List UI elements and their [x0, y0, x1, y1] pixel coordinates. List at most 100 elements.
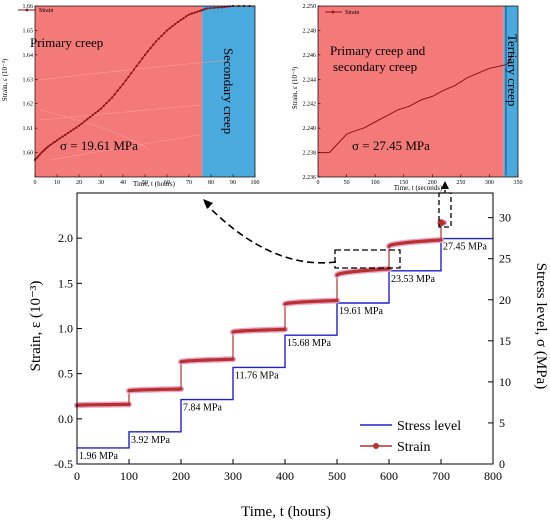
inset-strain-point: [35, 156, 38, 160]
inset-x-tick-label: 70: [186, 180, 192, 186]
inset-faint-trace: [39, 109, 151, 151]
strain-stage-line: [179, 357, 235, 364]
inset-strain-point: [121, 83, 125, 86]
inset-right-annotation: σ = 27.45 MPa: [352, 138, 430, 153]
inset-strain-point: [200, 9, 203, 12]
inset-strain-point: [66, 131, 70, 135]
inset-right-strain-line: [318, 52, 513, 154]
inset-strain-point: [99, 107, 103, 110]
inset-x-tick-label: 50: [344, 180, 350, 186]
inset-left-ylabel: Strain, ε (10⁻³): [1, 58, 9, 101]
inset-x-tick-label: 10: [54, 180, 60, 186]
inset-strain-point: [53, 140, 56, 143]
inset-y-tick-label: 1.60: [23, 151, 34, 157]
main-x-tick-label: 600: [380, 469, 398, 483]
inset-strain-point: [138, 61, 141, 64]
zoom-arrow-right-head: [441, 181, 449, 189]
inset-left-y-ticks: 1.60 1.61 1.62 1.63 1.64 1.65 1.66: [23, 4, 38, 157]
inset-x-tick-label: 30: [98, 180, 104, 186]
stress-step-label: 11.76 MPa: [235, 370, 279, 381]
inset-strain-point: [116, 89, 119, 92]
inset-x-tick-label: 150: [399, 180, 408, 186]
inset-strain-point: [113, 93, 116, 96]
inset-strain-point: [75, 126, 78, 129]
inset-strain-point: [223, 5, 226, 9]
inset-y-tick-label: 2.238: [303, 151, 317, 157]
zoom-arrow-left-head: [203, 199, 213, 209]
inset-strain-point: [217, 6, 220, 9]
inset-y-tick-label: 1.63: [23, 77, 34, 83]
stress-step-labels: 1.96 MPa 3.92 MPa 7.84 MPa 11.76 MPa 15.68 M…: [79, 242, 487, 462]
inset-strain-point: [135, 64, 138, 67]
inset-strain-point: [43, 148, 47, 151]
legend-label-stress: Stress level: [397, 419, 461, 434]
inset-strain-point: [83, 120, 86, 123]
inset-strain-point: [119, 86, 122, 89]
inset-x-tick-label: 50: [142, 180, 148, 186]
inset-x-tick-label: 0: [317, 180, 320, 186]
inset-x-tick-label: 20: [76, 180, 82, 186]
inset-y-tick-label: 1.61: [23, 126, 34, 132]
strain-stage-line: [231, 327, 287, 334]
inset-strain-point: [108, 99, 111, 102]
inset-strain-point: [102, 104, 105, 107]
inset-right-y-ticks: 2.236 2.238 2.240 2.242 2.244 2.246 2.248 2.250: [303, 4, 321, 181]
main-right-y-tick-label: 30: [499, 211, 511, 225]
inset-strain-point: [202, 8, 205, 11]
inset-strain-point: [154, 40, 158, 43]
main-left-ylabel: Strain, ε (10⁻³): [28, 281, 44, 372]
main-left-y-tick-label: 2.0: [58, 231, 73, 245]
inset-y-tick-label: 2.246: [303, 53, 317, 59]
strain-stage-line: [387, 238, 443, 248]
inset-strain-point: [176, 20, 180, 23]
zoom-box-stage-8: [438, 192, 452, 228]
main-x-tick-label: 800: [484, 469, 502, 483]
inset-left: 0 10 20 30 40 50 60 70 80 90 100 1.601.611.621.631…: [1, 4, 260, 188]
inset-y-tick-label: 2.236: [303, 175, 317, 181]
main-right-y-tick-label: 20: [499, 293, 511, 307]
inset-left-annotation: σ = 19.61 MPa: [60, 138, 138, 153]
inset-faint-trace: [39, 59, 231, 81]
inset-strain-point: [45, 146, 48, 150]
inset-right: 0 50 100 150 200 250 300 350 2.2362.2382.2402.2…: [291, 4, 523, 192]
stress-level-line: [77, 237, 493, 449]
inset-strain-point: [61, 135, 64, 138]
main-legend: Stress level Strain: [360, 419, 461, 455]
inset-x-tick-label: 90: [230, 180, 236, 186]
inset-y-tick-label: 1.64: [23, 53, 34, 59]
main-x-tick-label: 500: [328, 469, 346, 483]
strain-stage-line: [127, 387, 183, 393]
inset-strain-point: [94, 111, 97, 114]
inset-strain-point: [91, 113, 94, 117]
inset-strain-point: [72, 128, 75, 131]
inset-strain-point: [196, 10, 199, 13]
inset-strain-point: [209, 7, 212, 10]
inset-right-primary-region: [318, 6, 504, 177]
main-left-y-tick-label: 1.5: [58, 276, 73, 290]
inset-strain-point: [97, 109, 100, 112]
inset-strain-point: [182, 17, 185, 20]
inset-strain-point: [185, 15, 188, 18]
inset-strain-point: [198, 9, 202, 12]
inset-strain-point: [47, 145, 50, 148]
inset-y-tick-label: 1.62: [23, 102, 34, 108]
main-right-y-tick-label: 10: [499, 375, 511, 389]
inset-strain-point: [163, 32, 166, 35]
inset-strain-point: [88, 116, 92, 119]
main-x-ticks: 0 100 200 300 400 500 600 700 800: [74, 459, 502, 483]
inset-x-tick-label: 300: [485, 180, 494, 186]
inset-strain-point: [64, 133, 67, 136]
inset-x-tick-label: 350: [514, 180, 523, 186]
inset-right-xlabel: Time, t (seconds): [394, 184, 443, 192]
inset-strain-point: [37, 155, 40, 158]
inset-faint-trace: [49, 134, 201, 161]
inset-right-frame: [317, 5, 519, 178]
inset-x-tick-label: 80: [208, 180, 214, 186]
inset-right-legend: Strain: [325, 10, 359, 16]
inset-faint-trace: [39, 104, 201, 121]
inset-x-tick-label: 60: [164, 180, 170, 186]
main-left-y-ticks: -0.5 0.0 0.5 1.0 1.5 2.0: [54, 231, 82, 471]
inset-strain-point: [110, 96, 114, 99]
inset-strain-point: [171, 25, 174, 28]
